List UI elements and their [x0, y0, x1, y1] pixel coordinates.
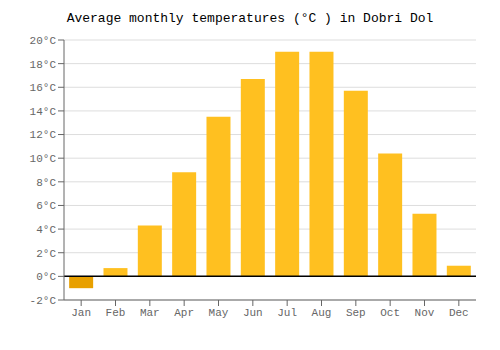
svg-text:10°C: 10°C: [30, 153, 57, 165]
svg-text:14°C: 14°C: [30, 106, 57, 118]
svg-text:Nov: Nov: [415, 307, 435, 319]
svg-text:Jun: Jun: [243, 307, 263, 319]
svg-text:Sep: Sep: [346, 307, 366, 319]
svg-text:Mar: Mar: [140, 307, 160, 319]
svg-text:Aug: Aug: [312, 307, 332, 319]
svg-text:-2°C: -2°C: [30, 295, 57, 307]
svg-text:16°C: 16°C: [30, 82, 57, 94]
svg-text:18°C: 18°C: [30, 59, 57, 71]
html-text:Average monthly temperatures (: Average monthly temperatures (°C ) in Do…: [66, 11, 434, 26]
svg-text:Apr: Apr: [174, 307, 194, 319]
svg-text:2°C: 2°C: [36, 248, 56, 260]
svg-text:Jan: Jan: [71, 307, 91, 319]
svg-text:12°C: 12°C: [30, 129, 57, 141]
svg-text:0°C: 0°C: [36, 271, 56, 283]
svg-text:8°C: 8°C: [36, 177, 56, 189]
svg-text:May: May: [209, 307, 229, 319]
svg-text:Jul: Jul: [277, 307, 297, 319]
svg-text:6°C: 6°C: [36, 200, 56, 212]
svg-text:Feb: Feb: [106, 307, 126, 319]
svg-text:Dec: Dec: [449, 307, 469, 319]
svg-text:4°C: 4°C: [36, 224, 56, 236]
svg-text:20°C: 20°C: [30, 35, 57, 47]
svg-text:Oct: Oct: [380, 307, 400, 319]
